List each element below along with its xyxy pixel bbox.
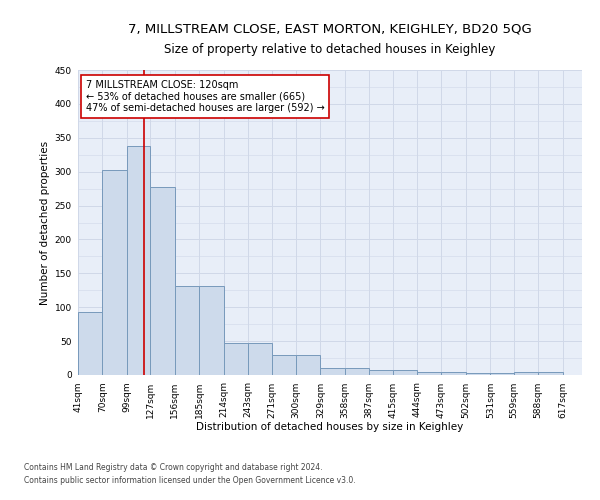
Y-axis label: Number of detached properties: Number of detached properties xyxy=(40,140,50,304)
Bar xyxy=(127,146,151,375)
Bar xyxy=(175,286,199,375)
Text: Contains HM Land Registry data © Crown copyright and database right 2024.: Contains HM Land Registry data © Crown c… xyxy=(24,464,323,472)
Bar xyxy=(103,170,127,375)
Bar xyxy=(442,372,466,375)
Bar xyxy=(369,370,392,375)
Bar xyxy=(538,372,563,375)
Bar xyxy=(248,343,272,375)
X-axis label: Distribution of detached houses by size in Keighley: Distribution of detached houses by size … xyxy=(196,422,464,432)
Bar xyxy=(151,186,175,375)
Bar xyxy=(490,373,514,375)
Bar xyxy=(199,286,224,375)
Bar xyxy=(417,372,442,375)
Text: Size of property relative to detached houses in Keighley: Size of property relative to detached ho… xyxy=(164,42,496,56)
Bar xyxy=(296,354,320,375)
Text: Contains public sector information licensed under the Open Government Licence v3: Contains public sector information licen… xyxy=(24,476,356,485)
Bar xyxy=(78,312,103,375)
Bar xyxy=(345,368,369,375)
Bar xyxy=(466,373,490,375)
Text: 7 MILLSTREAM CLOSE: 120sqm
← 53% of detached houses are smaller (665)
47% of sem: 7 MILLSTREAM CLOSE: 120sqm ← 53% of deta… xyxy=(86,80,325,114)
Bar xyxy=(272,354,296,375)
Bar xyxy=(224,343,248,375)
Text: 7, MILLSTREAM CLOSE, EAST MORTON, KEIGHLEY, BD20 5QG: 7, MILLSTREAM CLOSE, EAST MORTON, KEIGHL… xyxy=(128,22,532,36)
Bar xyxy=(514,372,538,375)
Bar xyxy=(320,368,345,375)
Bar xyxy=(392,370,417,375)
